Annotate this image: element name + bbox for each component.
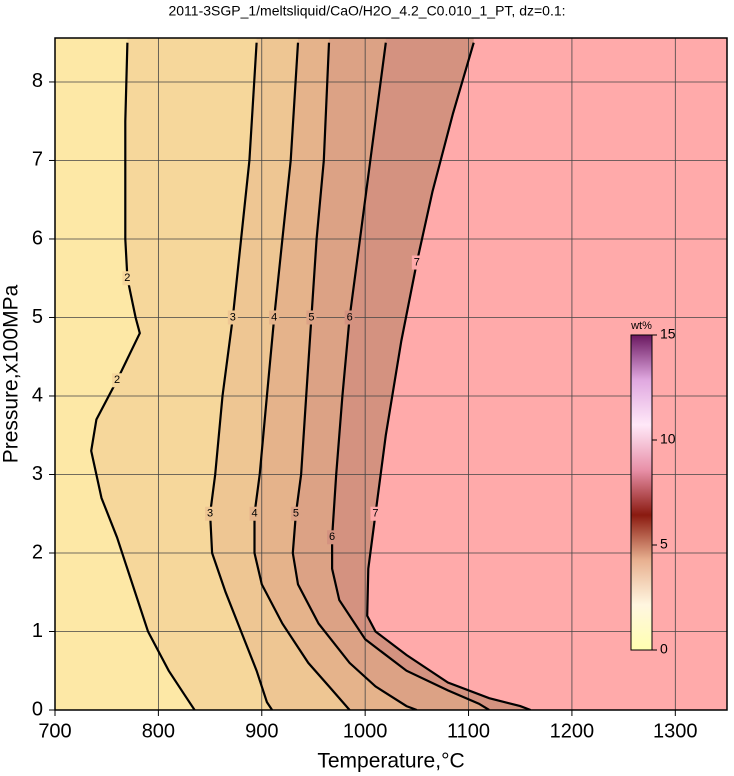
contour-label: 6 xyxy=(329,531,335,543)
contour-label: 4 xyxy=(271,311,277,323)
y-tick-label: 3 xyxy=(32,463,43,485)
x-axis-label: Temperature,°C xyxy=(317,750,464,773)
contour-label: 2 xyxy=(114,374,120,386)
y-tick-label: 4 xyxy=(32,384,43,406)
contour-line xyxy=(291,42,418,710)
plot-frame xyxy=(54,37,728,711)
contour-label: 7 xyxy=(414,256,420,268)
contour-label: 2 xyxy=(124,272,130,284)
colorbar-tick-label: 0 xyxy=(660,641,668,657)
x-tick-label: 1000 xyxy=(343,720,388,742)
colorbar-tick-label: 5 xyxy=(660,536,668,552)
x-tick-label: 700 xyxy=(38,720,71,742)
chart-title: 2011-3SGP_1/meltsliquid/CaO/H2O_4.2_C0.0… xyxy=(168,3,565,19)
contour-line xyxy=(366,42,531,710)
contour-label: 3 xyxy=(230,311,236,323)
y-tick-label: 1 xyxy=(32,620,43,642)
colorbar-tick-label: 10 xyxy=(660,431,676,447)
contour-label: 5 xyxy=(308,311,314,323)
x-tick-label: 1200 xyxy=(550,720,595,742)
contour-line xyxy=(331,42,490,710)
contour-label: 3 xyxy=(207,508,213,520)
contour-label: 7 xyxy=(372,508,378,520)
colorbar xyxy=(630,334,653,651)
y-tick-label: 5 xyxy=(32,306,43,328)
y-tick-label: 6 xyxy=(32,227,43,249)
axes: 700 800 900 1000 1100 1200 1300 0 1 2 3 4 5 6 7 8 wt% 0 5 1… xyxy=(32,37,728,742)
colorbar-label: wt% xyxy=(630,320,652,332)
contour-label: 4 xyxy=(251,508,257,520)
y-tick-label: 0 xyxy=(32,698,43,720)
x-tick-label: 800 xyxy=(142,720,175,742)
x-tick-label: 900 xyxy=(245,720,278,742)
contour-label: 6 xyxy=(347,311,353,323)
y-tick-label: 7 xyxy=(32,149,43,171)
y-axis-label: Pressure,x100MPa xyxy=(0,284,23,463)
x-tick-label: 1300 xyxy=(653,720,698,742)
x-tick-label: 1100 xyxy=(447,720,490,742)
colorbar-tick-label: 15 xyxy=(660,326,676,342)
y-tick-label: 2 xyxy=(32,541,43,563)
y-tick-label: 8 xyxy=(32,70,43,92)
contour-line xyxy=(90,42,196,710)
contour-label: 5 xyxy=(293,508,299,520)
